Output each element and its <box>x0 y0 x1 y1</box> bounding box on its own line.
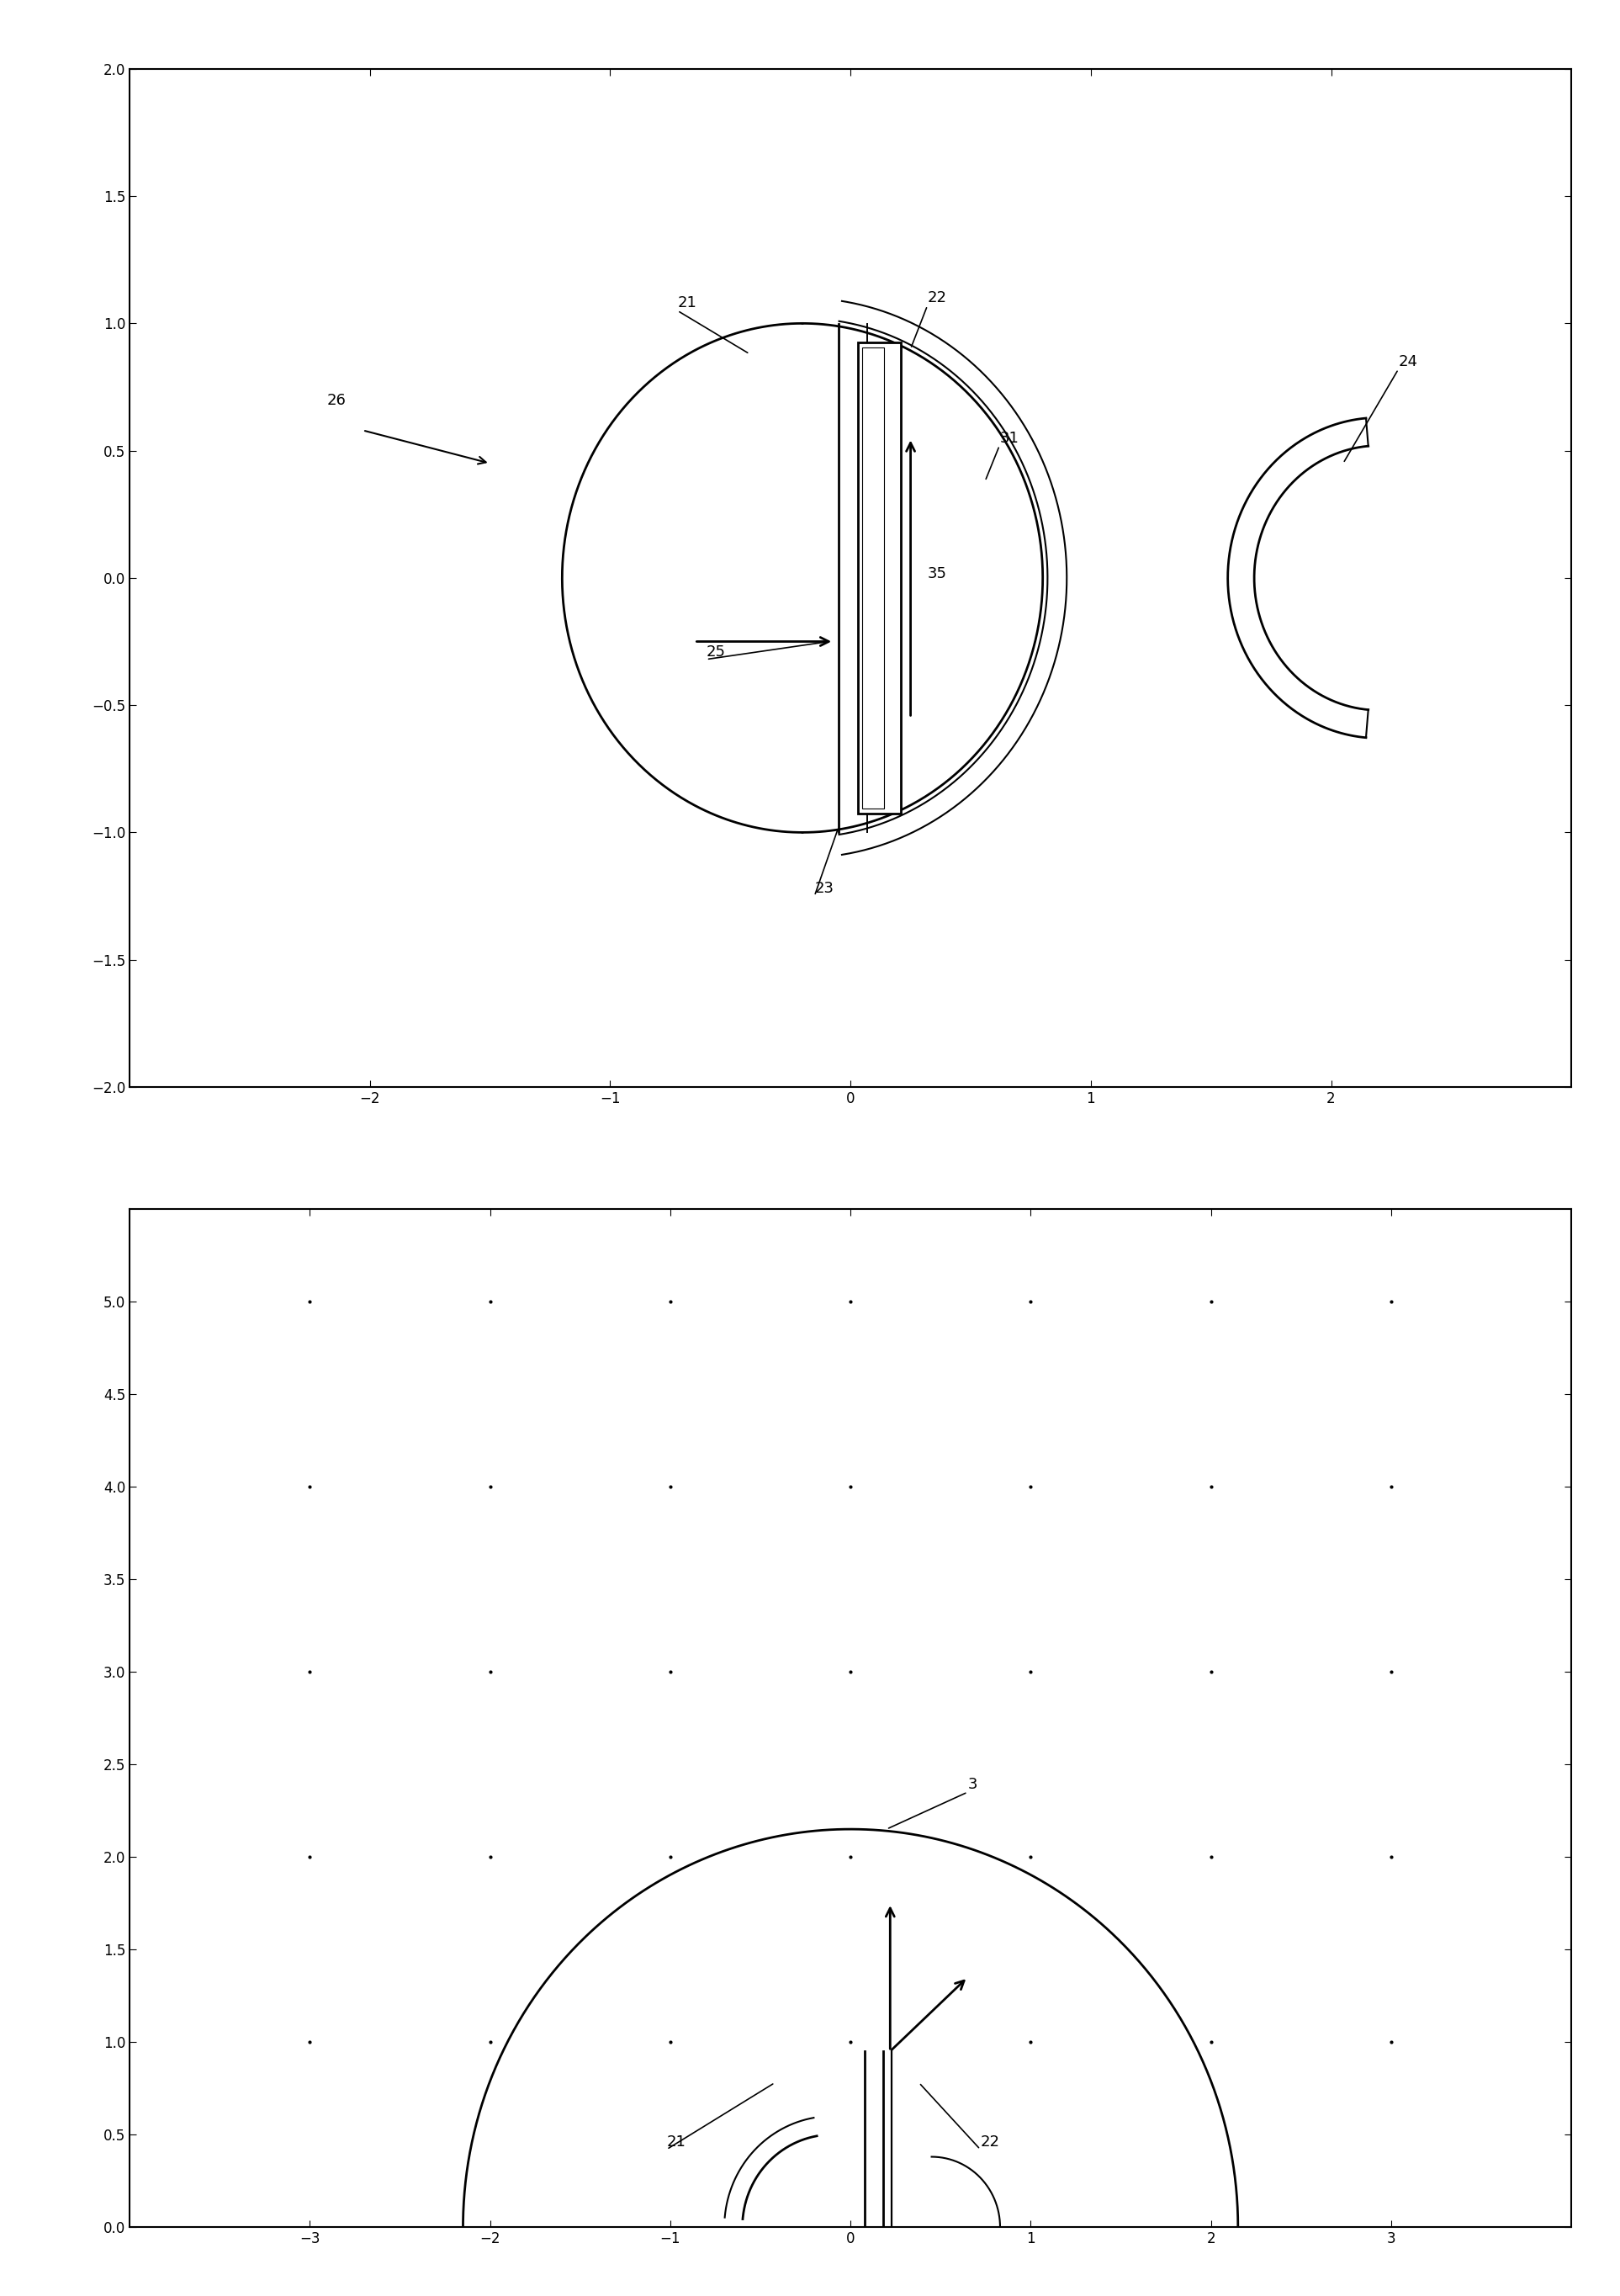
Text: 22: 22 <box>927 289 946 305</box>
Text: 24: 24 <box>1398 354 1418 370</box>
Text: 10: 10 <box>880 723 899 739</box>
Text: 35: 35 <box>927 567 946 581</box>
Text: 31: 31 <box>1000 429 1019 445</box>
Text: 21: 21 <box>667 2135 685 2149</box>
Bar <box>857 342 901 813</box>
Text: 25: 25 <box>706 645 726 659</box>
Text: 3: 3 <box>967 1777 977 1793</box>
Text: 26: 26 <box>327 393 347 409</box>
Bar <box>862 347 885 808</box>
Text: 23: 23 <box>815 882 834 895</box>
Text: FIG. 2: FIG. 2 <box>816 1219 885 1240</box>
Text: 22: 22 <box>980 2135 1000 2149</box>
Text: 21: 21 <box>677 296 697 310</box>
